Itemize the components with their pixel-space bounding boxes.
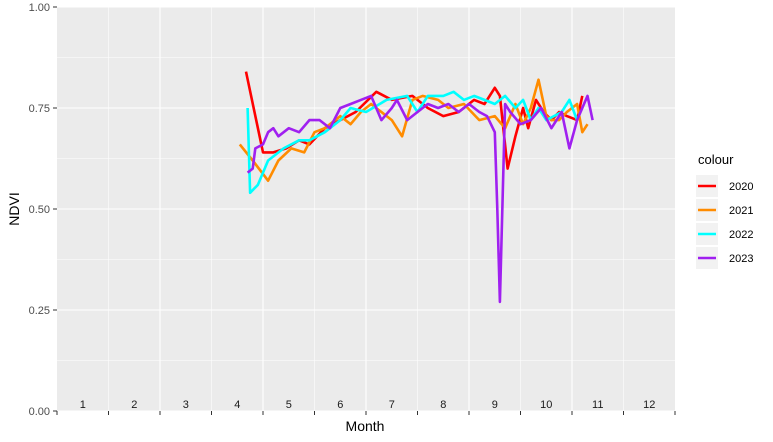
y-axis-title: NDVI bbox=[6, 192, 22, 225]
legend-label-2021: 2021 bbox=[729, 205, 753, 217]
series-line-2023 bbox=[246, 94, 594, 304]
legend: colour 2020 2021 2022 2023 bbox=[696, 152, 753, 269]
month-label: 11 bbox=[592, 399, 603, 411]
y-tick-label: 0.50 bbox=[29, 204, 50, 216]
y-tick-label: 0.75 bbox=[29, 103, 50, 115]
month-label: 6 bbox=[337, 399, 343, 411]
month-label: 9 bbox=[492, 399, 498, 411]
legend-title: colour bbox=[698, 152, 734, 167]
y-tick-label: 0.25 bbox=[29, 305, 50, 317]
month-label: 5 bbox=[286, 399, 292, 411]
y-tick-label: 1.00 bbox=[29, 2, 50, 14]
month-label: 7 bbox=[389, 399, 395, 411]
legend-label-2023: 2023 bbox=[729, 253, 753, 265]
month-label: 8 bbox=[440, 399, 446, 411]
month-label: 12 bbox=[643, 399, 655, 411]
month-label: 3 bbox=[183, 399, 189, 411]
series-line-2022 bbox=[246, 90, 579, 195]
month-label: 2 bbox=[131, 399, 137, 411]
month-label: 1 bbox=[80, 399, 86, 411]
legend-label-2022: 2022 bbox=[729, 229, 753, 241]
y-tick-label: 0.00 bbox=[29, 406, 50, 418]
month-label: 10 bbox=[540, 399, 552, 411]
x-axis-title: Month bbox=[346, 418, 385, 434]
legend-label-2020: 2020 bbox=[729, 181, 753, 193]
month-label: 4 bbox=[234, 399, 240, 411]
